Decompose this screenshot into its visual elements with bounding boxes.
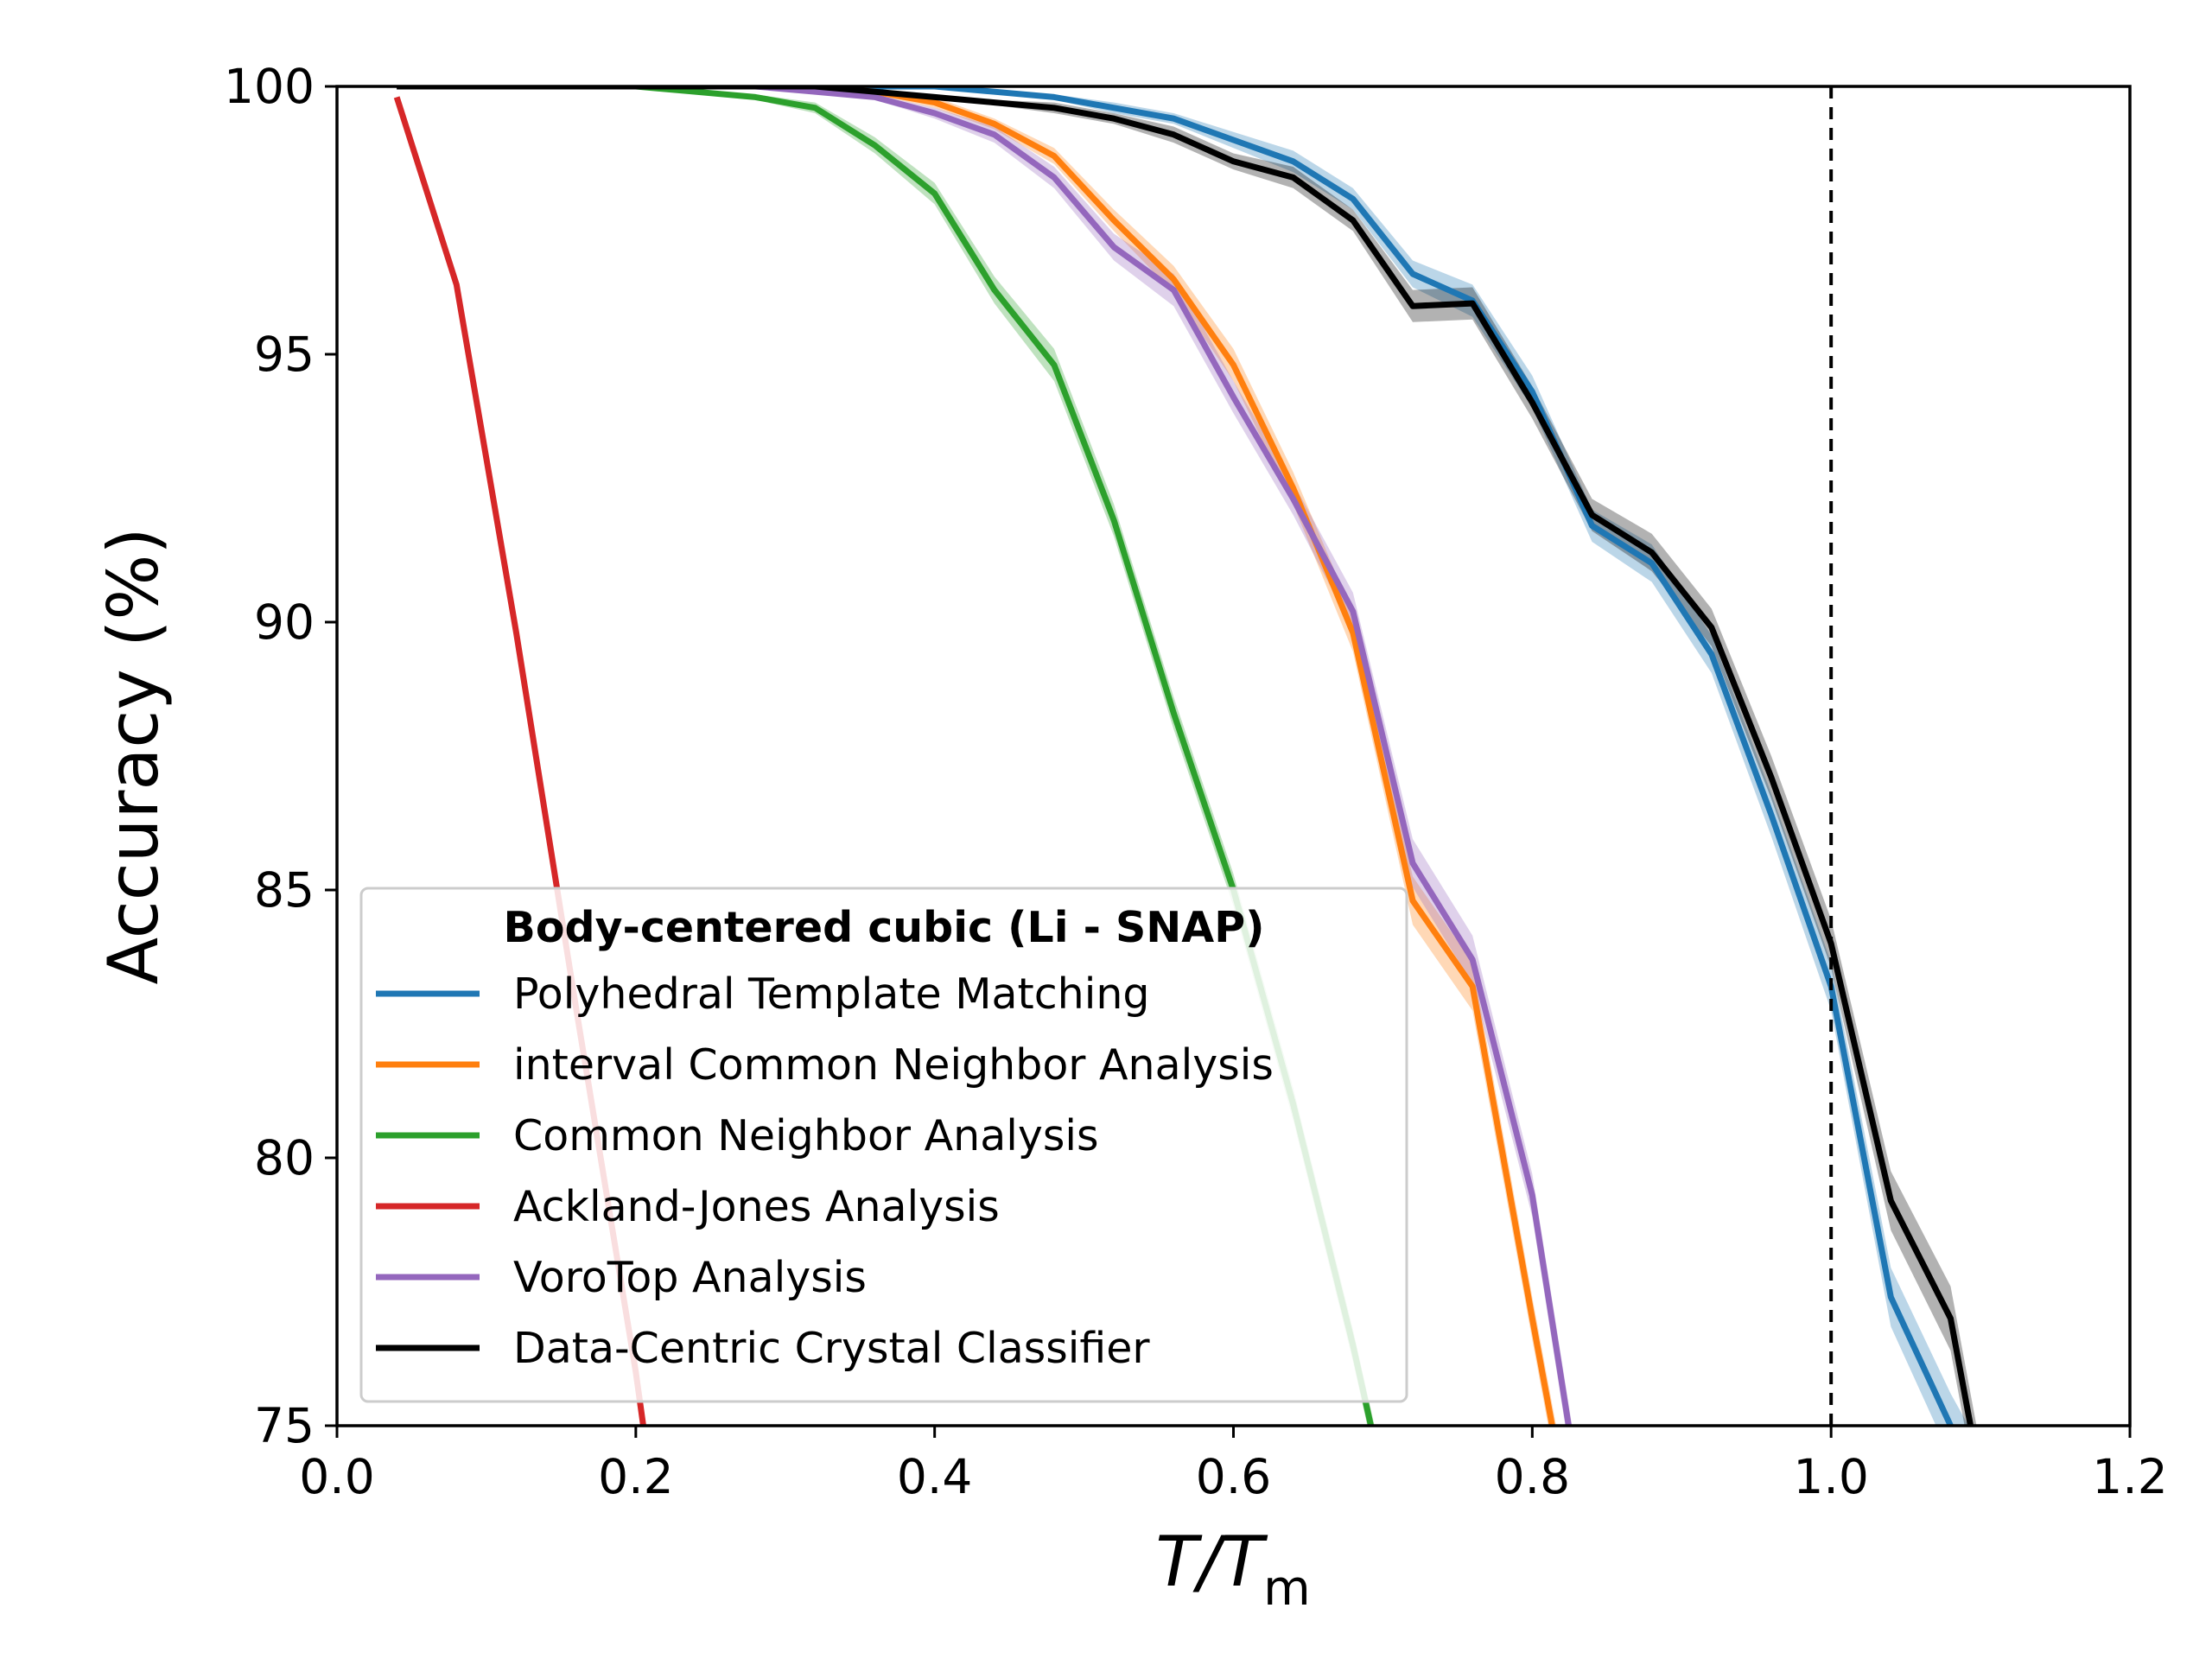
- x-axis-title: T/Tm: [1155, 1522, 1310, 1617]
- confidence-bands: [397, 86, 1977, 1426]
- legend-label-2: Common Neighbor Analysis: [513, 1111, 1099, 1160]
- x-tick-label-5: 1.0: [1793, 1449, 1868, 1504]
- legend-label-0: Polyhedral Template Matching: [513, 969, 1150, 1019]
- legend-label-3: Ackland-Jones Analysis: [513, 1182, 1000, 1231]
- legend-label-1: interval Common Neighbor Analysis: [513, 1040, 1274, 1090]
- x-tick-label-1: 0.2: [598, 1449, 673, 1504]
- x-axis-title-main: T/T: [1155, 1522, 1268, 1602]
- band-1: [397, 86, 1556, 1426]
- x-tick-label-2: 0.4: [897, 1449, 972, 1504]
- legend-label-4: VoroTop Analysis: [513, 1253, 867, 1302]
- legend-entries: Polyhedral Template Matching interval Com…: [376, 969, 1274, 1373]
- series-line-5: [397, 86, 1974, 1426]
- series-line-0: [397, 86, 1955, 1426]
- y-axis-ticks: 75 80 85 90 95 100: [224, 59, 337, 1453]
- x-tick-label-3: 0.6: [1196, 1449, 1271, 1504]
- legend-title: Body-centered cubic (Li - SNAP): [503, 903, 1264, 952]
- y-tick-label-2: 85: [254, 862, 315, 918]
- y-tick-label-4: 95: [254, 327, 315, 382]
- x-tick-label-4: 0.8: [1495, 1449, 1570, 1504]
- legend-label-5: Data-Centric Crystal Classifier: [513, 1324, 1150, 1373]
- x-tick-label-0: 0.0: [299, 1449, 374, 1504]
- y-axis-title: Accuracy (%): [93, 527, 174, 984]
- y-tick-label-0: 75: [254, 1398, 315, 1453]
- series-line-1: [397, 86, 1555, 1426]
- legend-box: [359, 887, 1408, 1403]
- x-axis-ticks: 0.0 0.2 0.4 0.6 0.8 1.0 1.2: [299, 1426, 2168, 1504]
- y-tick-label-1: 80: [254, 1130, 315, 1185]
- legend: Body-centered cubic (Li - SNAP) Polyhedr…: [359, 887, 1408, 1403]
- y-tick-label-3: 90: [254, 594, 315, 650]
- x-axis-title-sub: m: [1263, 1560, 1311, 1617]
- x-tick-label-6: 1.2: [2092, 1449, 2167, 1504]
- y-tick-label-5: 100: [224, 59, 315, 114]
- series-line-4: [397, 86, 1572, 1426]
